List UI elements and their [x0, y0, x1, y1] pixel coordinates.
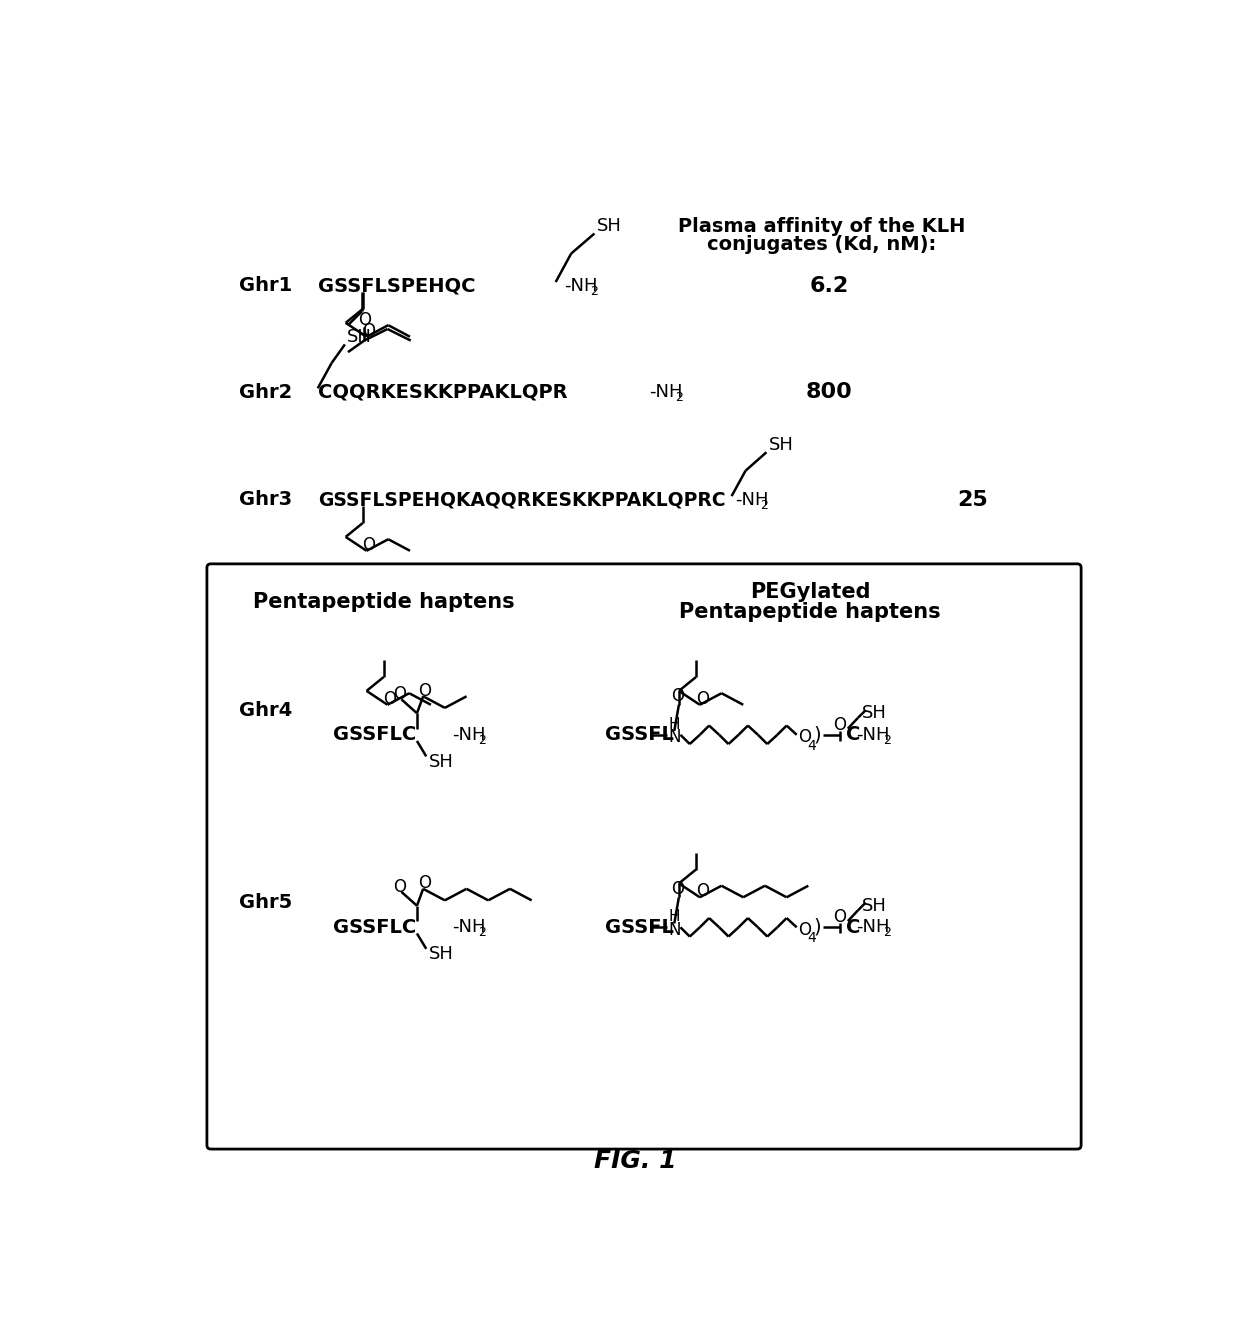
- Text: O: O: [696, 689, 708, 708]
- Text: O: O: [393, 877, 407, 896]
- Text: FIG. 1: FIG. 1: [594, 1148, 677, 1172]
- Text: Ghr4: Ghr4: [238, 701, 291, 720]
- Text: O: O: [393, 685, 407, 702]
- Text: SH: SH: [862, 897, 887, 915]
- Text: GSSFLC: GSSFLC: [334, 917, 417, 937]
- Text: 6.2: 6.2: [810, 275, 849, 295]
- Text: O: O: [799, 728, 811, 747]
- Text: Ghr5: Ghr5: [238, 893, 291, 912]
- Text: C: C: [847, 917, 861, 937]
- Text: O: O: [671, 688, 683, 705]
- Text: 2: 2: [479, 733, 486, 747]
- Text: O: O: [799, 920, 811, 939]
- Text: SH: SH: [429, 945, 454, 963]
- Text: O: O: [362, 536, 376, 553]
- Text: O: O: [418, 682, 432, 700]
- Text: O: O: [362, 321, 376, 340]
- Text: O: O: [696, 882, 708, 900]
- Text: conjugates (Kd, nM):: conjugates (Kd, nM):: [707, 235, 936, 254]
- Text: 2: 2: [760, 498, 768, 512]
- Text: 2: 2: [479, 927, 486, 939]
- Text: -NH: -NH: [564, 277, 598, 295]
- Text: N: N: [668, 728, 681, 747]
- Text: ): ): [813, 725, 821, 744]
- Text: C: C: [847, 725, 861, 744]
- Text: GSSFL: GSSFL: [605, 917, 673, 937]
- Text: H: H: [668, 909, 680, 924]
- Text: GSSFLSPEHQKAQQRKESKKPPAKLQPRC: GSSFLSPEHQKAQQRKESKKPPAKLQPRC: [317, 490, 725, 509]
- Text: Ghr2: Ghr2: [238, 383, 291, 402]
- Text: Pentapeptide haptens: Pentapeptide haptens: [680, 602, 941, 622]
- Text: -NH: -NH: [857, 919, 890, 936]
- Text: SH: SH: [347, 328, 372, 345]
- Text: -NH: -NH: [734, 492, 769, 509]
- Text: 2: 2: [590, 285, 598, 298]
- Text: Plasma affinity of the KLH: Plasma affinity of the KLH: [678, 218, 965, 236]
- Text: SH: SH: [769, 435, 794, 454]
- Text: O: O: [383, 689, 397, 708]
- Text: SH: SH: [862, 704, 887, 723]
- Text: Ghr3: Ghr3: [238, 490, 291, 509]
- Text: 25: 25: [957, 490, 988, 510]
- Text: -NH: -NH: [453, 725, 486, 744]
- Text: -NH: -NH: [857, 725, 890, 744]
- Text: O: O: [418, 874, 432, 892]
- Text: 2: 2: [883, 733, 890, 747]
- Text: O: O: [833, 908, 847, 927]
- Text: 4: 4: [807, 739, 816, 752]
- Text: O: O: [833, 716, 847, 733]
- Text: 800: 800: [806, 383, 853, 402]
- Text: SH: SH: [429, 753, 454, 771]
- Text: O: O: [358, 310, 371, 329]
- Text: -NH: -NH: [453, 919, 486, 936]
- Text: GSSFLSPEHQC: GSSFLSPEHQC: [317, 277, 475, 295]
- Text: Pentapeptide haptens: Pentapeptide haptens: [253, 592, 515, 612]
- Text: O: O: [671, 880, 683, 898]
- Text: GSSFL: GSSFL: [605, 725, 673, 744]
- Text: Ghr1: Ghr1: [238, 277, 291, 295]
- Text: N: N: [668, 920, 681, 939]
- Text: -NH: -NH: [650, 383, 683, 402]
- Text: CQQRKESKKPPAKLQPR: CQQRKESKKPPAKLQPR: [317, 383, 568, 402]
- Text: SH: SH: [596, 216, 621, 235]
- Text: 4: 4: [807, 931, 816, 945]
- Text: 2: 2: [675, 391, 683, 404]
- FancyBboxPatch shape: [207, 564, 1081, 1150]
- Text: ): ): [813, 917, 821, 937]
- Text: PEGylated: PEGylated: [750, 583, 870, 603]
- Text: GSSFLC: GSSFLC: [334, 725, 417, 744]
- Text: H: H: [668, 717, 680, 732]
- Text: 2: 2: [883, 927, 890, 939]
